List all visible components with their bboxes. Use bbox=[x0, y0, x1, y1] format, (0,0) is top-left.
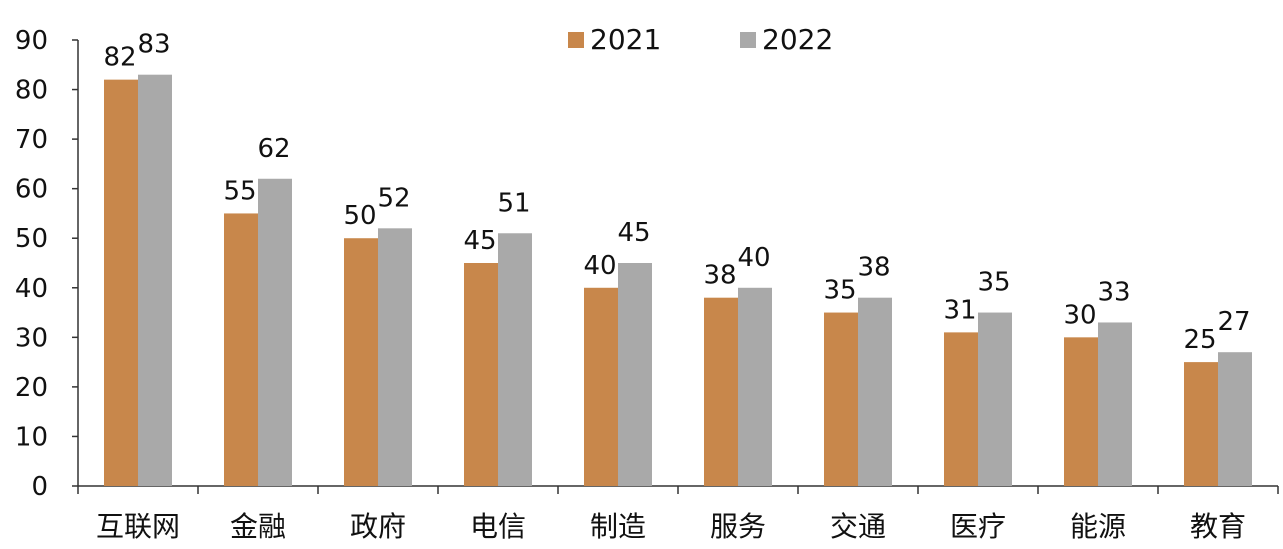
bar-2021 bbox=[584, 287, 618, 486]
bar-2022 bbox=[858, 297, 892, 486]
x-category-label: 能源 bbox=[1070, 510, 1126, 543]
bar-2022 bbox=[1218, 352, 1252, 486]
x-category-label: 医疗 bbox=[950, 510, 1006, 543]
data-label-2022: 62 bbox=[257, 134, 290, 164]
bar-2022 bbox=[498, 233, 532, 486]
bar-2022 bbox=[618, 263, 652, 486]
legend-swatch-2022 bbox=[740, 32, 756, 48]
y-tick-label: 90 bbox=[15, 26, 48, 56]
bar-2022 bbox=[738, 287, 772, 486]
bar-2021 bbox=[944, 332, 978, 486]
x-category-label: 教育 bbox=[1190, 510, 1246, 543]
data-label-2021: 50 bbox=[343, 201, 376, 231]
y-axis: 0 10 20 30 40 50 60 70 80 90 bbox=[15, 26, 79, 502]
data-label-2022: 45 bbox=[617, 218, 650, 248]
x-category-label: 金融 bbox=[230, 510, 286, 543]
bar-2022 bbox=[138, 74, 172, 486]
data-label-2022: 33 bbox=[1097, 277, 1130, 307]
bar-2021 bbox=[1064, 337, 1098, 486]
y-tick-label: 40 bbox=[15, 274, 48, 304]
bars bbox=[104, 74, 1252, 487]
data-label-2022: 38 bbox=[857, 253, 890, 283]
data-label-2022: 52 bbox=[377, 183, 410, 213]
legend-swatch-2021 bbox=[568, 32, 584, 48]
legend-label-2022: 2022 bbox=[762, 23, 833, 56]
legend-label-2021: 2021 bbox=[590, 23, 661, 56]
y-tick-label: 10 bbox=[15, 422, 48, 452]
x-category-label: 服务 bbox=[710, 510, 766, 543]
data-label-2021: 38 bbox=[703, 261, 736, 291]
bar-2022 bbox=[978, 312, 1012, 486]
data-label-2022: 27 bbox=[1217, 307, 1250, 337]
y-tick-label: 70 bbox=[15, 125, 48, 155]
y-tick-label: 30 bbox=[15, 323, 48, 353]
y-tick-label: 0 bbox=[31, 472, 48, 502]
data-label-2022: 35 bbox=[977, 268, 1010, 298]
bar-2021 bbox=[224, 213, 258, 486]
data-label-2021: 35 bbox=[823, 276, 856, 306]
data-label-2021: 55 bbox=[223, 176, 256, 206]
bar-2022 bbox=[378, 228, 412, 487]
data-label-2021: 30 bbox=[1063, 300, 1096, 330]
bar-2021 bbox=[704, 297, 738, 486]
x-axis: 互联网 金融 政府 电信 制造 服务 交通 医疗 能源 教育 bbox=[77, 485, 1279, 543]
bar-2021 bbox=[104, 79, 138, 487]
x-category-label: 交通 bbox=[830, 510, 886, 543]
y-tick-label: 20 bbox=[15, 373, 48, 403]
y-tick-label: 50 bbox=[15, 224, 48, 254]
bar-2021 bbox=[464, 263, 498, 486]
legend: 2021 2022 bbox=[568, 23, 833, 56]
data-label-2021: 82 bbox=[103, 43, 136, 73]
y-tick-label: 80 bbox=[15, 76, 48, 106]
data-label-2022: 40 bbox=[737, 243, 770, 273]
bar-2022 bbox=[1098, 322, 1132, 486]
bar-2021 bbox=[344, 238, 378, 486]
x-category-label: 政府 bbox=[350, 510, 406, 543]
data-label-2022: 51 bbox=[497, 188, 530, 218]
data-label-2021: 31 bbox=[943, 295, 976, 325]
bar-2021 bbox=[824, 312, 858, 486]
bar-2021 bbox=[1184, 362, 1218, 486]
y-tick-label: 60 bbox=[15, 175, 48, 205]
bar-2022 bbox=[258, 178, 292, 486]
x-category-label: 制造 bbox=[590, 510, 646, 543]
x-category-label: 电信 bbox=[470, 510, 526, 543]
data-label-2022: 83 bbox=[137, 30, 170, 60]
data-label-2021: 40 bbox=[583, 251, 616, 281]
data-label-2021: 45 bbox=[463, 226, 496, 256]
x-category-label: 互联网 bbox=[96, 510, 180, 543]
data-label-2021: 25 bbox=[1183, 325, 1216, 355]
